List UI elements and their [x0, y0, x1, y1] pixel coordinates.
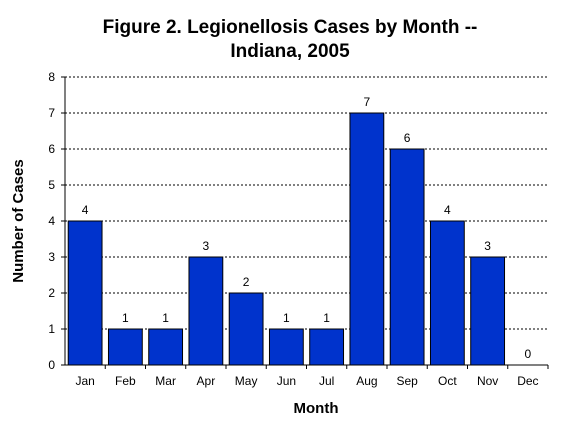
y-tick-label: 2 [48, 286, 55, 300]
bar-sep [389, 148, 425, 366]
x-tick-label: Dec [517, 374, 538, 388]
y-tick-labels: 0 1 2 3 4 5 6 7 8 [48, 70, 65, 372]
chart-title-line1: Figure 2. Legionellosis Cases by Month -… [102, 17, 478, 38]
bar-apr [188, 256, 224, 366]
gridlines [65, 76, 548, 330]
data-label: 3 [484, 239, 491, 253]
bar-mar [148, 328, 184, 366]
y-axis-label: Number of Cases [10, 159, 27, 282]
data-label: 0 [525, 347, 532, 361]
bar-jul [309, 328, 345, 366]
y-tick-label: 6 [48, 142, 55, 156]
y-tick-label: 4 [48, 214, 55, 228]
bars [67, 112, 506, 366]
bar-oct [429, 220, 465, 366]
x-axis-label: Month [294, 400, 339, 417]
data-label: 2 [243, 275, 250, 289]
bar-may [228, 292, 264, 366]
bar-jan [67, 220, 103, 366]
x-tick-label: Jun [277, 374, 296, 388]
x-tick-label: Jan [75, 374, 94, 388]
data-labels: 4 1 1 3 2 1 1 7 6 4 3 0 [82, 95, 532, 361]
x-tick-label: Feb [115, 374, 136, 388]
data-label: 3 [203, 239, 210, 253]
y-tick-label: 8 [48, 70, 55, 84]
data-label: 1 [283, 311, 290, 325]
data-label: 7 [364, 95, 371, 109]
x-tick-label: Nov [477, 374, 498, 388]
data-label: 4 [82, 203, 89, 217]
bar-aug [349, 112, 385, 366]
x-tick-labels: Jan Feb Mar Apr May Jun Jul Aug Sep Oct Nov Dec [75, 365, 549, 388]
x-tick-label: Mar [155, 374, 176, 388]
data-label: 6 [404, 131, 411, 145]
data-label: 1 [323, 311, 330, 325]
y-tick-label: 1 [48, 322, 55, 336]
y-tick-label: 7 [48, 106, 55, 120]
y-tick-label: 0 [48, 358, 55, 372]
x-tick-label: Jul [319, 374, 334, 388]
bar-feb [107, 328, 143, 366]
x-tick-label: Aug [356, 374, 377, 388]
data-label: 1 [122, 311, 129, 325]
y-tick-label: 5 [48, 178, 55, 192]
bar-jun [268, 328, 304, 366]
chart-title-line2: Indiana, 2005 [230, 41, 350, 62]
bar-nov [470, 256, 506, 366]
x-tick-label: May [235, 374, 258, 388]
x-tick-label: Apr [197, 374, 216, 388]
data-label: 1 [162, 311, 169, 325]
x-tick-label: Sep [396, 374, 418, 388]
x-tick-label: Oct [438, 374, 457, 388]
data-label: 4 [444, 203, 451, 217]
y-tick-label: 3 [48, 250, 55, 264]
